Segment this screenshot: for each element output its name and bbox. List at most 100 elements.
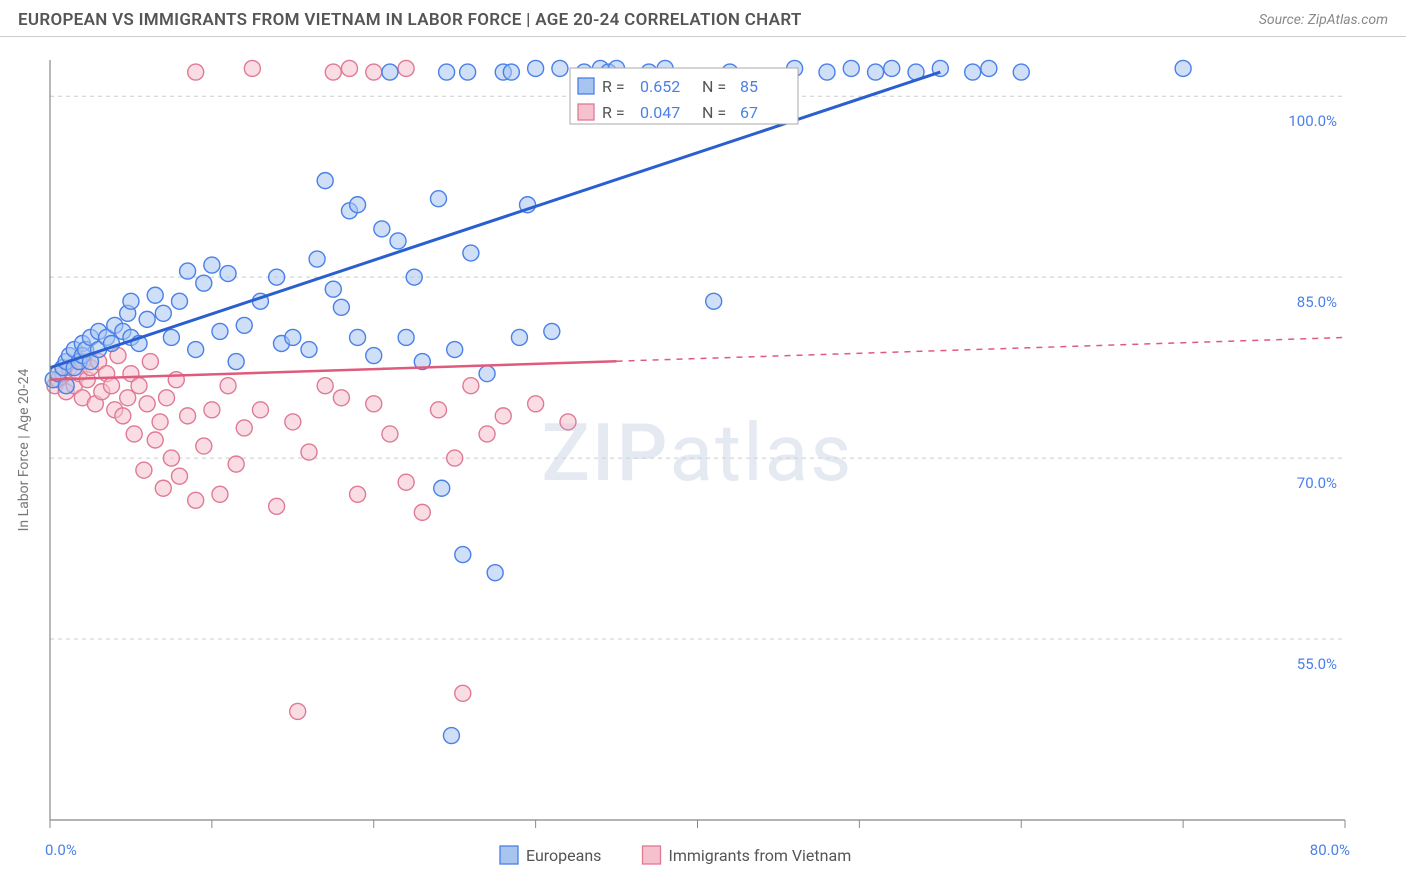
legend-n-value: 67 — [740, 103, 758, 122]
data-point — [180, 263, 196, 279]
data-point — [868, 64, 884, 80]
data-point — [511, 329, 527, 345]
data-point — [180, 408, 196, 424]
data-point — [123, 293, 139, 309]
data-point — [228, 456, 244, 472]
data-point — [168, 372, 184, 388]
data-point — [414, 504, 430, 520]
data-point — [285, 414, 301, 430]
y-tick-label: 100.0% — [1288, 112, 1337, 130]
data-point — [163, 329, 179, 345]
data-point — [269, 498, 285, 514]
data-point — [981, 60, 997, 76]
data-point — [350, 329, 366, 345]
data-point — [479, 366, 495, 382]
data-point — [333, 299, 349, 315]
data-point — [495, 408, 511, 424]
data-point — [236, 317, 252, 333]
data-point — [325, 64, 341, 80]
chart-source: Source: ZipAtlas.com — [1259, 12, 1388, 28]
data-point — [228, 354, 244, 370]
data-point — [188, 64, 204, 80]
chart-title: EUROPEAN VS IMMIGRANTS FROM VIETNAM IN L… — [18, 10, 802, 30]
legend-swatch — [500, 846, 518, 864]
data-point — [159, 390, 175, 406]
data-point — [212, 486, 228, 502]
data-point — [382, 426, 398, 442]
data-point — [126, 426, 142, 442]
data-point — [382, 64, 398, 80]
data-point — [139, 396, 155, 412]
data-point — [447, 342, 463, 358]
trend-line — [50, 72, 940, 368]
data-point — [819, 64, 835, 80]
legend-series-label: Immigrants from Vietnam — [669, 846, 852, 865]
data-point — [350, 486, 366, 502]
data-point — [196, 275, 212, 291]
legend-r-value: 0.047 — [640, 103, 680, 122]
data-point — [163, 450, 179, 466]
data-point — [398, 329, 414, 345]
data-point — [301, 342, 317, 358]
data-point — [252, 402, 268, 418]
data-point — [139, 311, 155, 327]
chart-header: EUROPEAN VS IMMIGRANTS FROM VIETNAM IN L… — [0, 0, 1406, 37]
data-point — [220, 266, 236, 282]
data-point — [188, 492, 204, 508]
legend-n-label: N = — [702, 103, 726, 122]
data-point — [460, 64, 476, 80]
data-point — [290, 703, 306, 719]
data-point — [503, 64, 519, 80]
x-tick-label: 80.0% — [1310, 841, 1350, 859]
legend-n-label: N = — [702, 77, 726, 96]
data-point — [131, 378, 147, 394]
data-point — [479, 426, 495, 442]
legend-swatch — [578, 78, 594, 94]
data-point — [366, 348, 382, 364]
data-point — [552, 60, 568, 76]
watermark: ZIPatlas — [542, 406, 854, 500]
data-point — [406, 269, 422, 285]
data-point — [155, 305, 171, 321]
data-point — [463, 245, 479, 261]
legend-series-label: Europeans — [526, 846, 601, 865]
data-point — [443, 728, 459, 744]
data-point — [528, 60, 544, 76]
data-point — [374, 221, 390, 237]
data-point — [142, 354, 158, 370]
data-point — [528, 396, 544, 412]
data-point — [285, 329, 301, 345]
x-tick-label: 0.0% — [45, 841, 77, 859]
data-point — [463, 378, 479, 394]
data-point — [965, 64, 981, 80]
data-point — [325, 281, 341, 297]
legend-swatch — [643, 846, 661, 864]
data-point — [196, 438, 212, 454]
scatter-chart: 55.0%70.0%85.0%100.0%ZIPatlas0.0%80.0%In… — [0, 40, 1406, 892]
data-point — [269, 269, 285, 285]
legend-n-value: 85 — [740, 77, 758, 96]
data-point — [152, 414, 168, 430]
data-point — [1175, 60, 1191, 76]
data-point — [447, 450, 463, 466]
data-point — [301, 444, 317, 460]
data-point — [455, 547, 471, 563]
data-point — [220, 378, 236, 394]
data-point — [204, 402, 220, 418]
data-point — [244, 60, 260, 76]
data-point — [398, 474, 414, 490]
legend-swatch — [578, 104, 594, 120]
data-point — [147, 432, 163, 448]
data-point — [398, 60, 414, 76]
data-point — [172, 293, 188, 309]
data-point — [333, 390, 349, 406]
data-point — [172, 468, 188, 484]
y-tick-label: 70.0% — [1297, 474, 1337, 492]
data-point — [884, 60, 900, 76]
trend-line-extension — [617, 337, 1345, 361]
legend-r-label: R = — [602, 103, 625, 122]
data-point — [560, 414, 576, 430]
y-axis-label: In Labor Force | Age 20-24 — [16, 368, 32, 531]
data-point — [1013, 64, 1029, 80]
data-point — [155, 480, 171, 496]
